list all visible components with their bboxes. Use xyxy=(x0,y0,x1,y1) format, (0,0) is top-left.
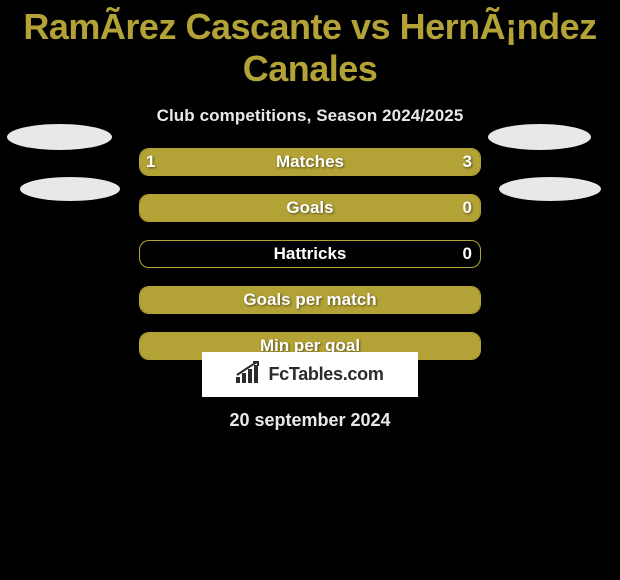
stat-row-matches: 1 3 Matches xyxy=(0,148,620,194)
stat-label: Hattricks xyxy=(140,244,480,264)
stat-value-right: 0 xyxy=(463,244,472,264)
stat-value-right: 3 xyxy=(463,152,472,172)
stat-row-goals: 0 Goals xyxy=(0,194,620,240)
bar-track: 0 Goals xyxy=(139,194,481,222)
bar-track: Goals per match xyxy=(139,286,481,314)
comparison-bars: 1 3 Matches 0 Goals 0 Hattricks Goals pe… xyxy=(0,148,620,378)
accent-ellipse-left-1 xyxy=(7,124,112,150)
stat-value-right: 0 xyxy=(463,198,472,218)
bar-fill-left xyxy=(140,195,480,221)
bar-track: 1 3 Matches xyxy=(139,148,481,176)
stat-row-hattricks: 0 Hattricks xyxy=(0,240,620,286)
snapshot-date: 20 september 2024 xyxy=(0,410,620,431)
comparison-subtitle: Club competitions, Season 2024/2025 xyxy=(0,106,620,126)
chart-growth-icon xyxy=(236,361,262,388)
fctables-logo: FcTables.com xyxy=(202,352,418,397)
accent-ellipse-right-1 xyxy=(488,124,591,150)
logo-text: FcTables.com xyxy=(268,364,383,385)
bar-fill-left xyxy=(140,287,480,313)
stat-row-goals-per-match: Goals per match xyxy=(0,286,620,332)
bar-track: 0 Hattricks xyxy=(139,240,481,268)
comparison-title: RamÃ­rez Cascante vs HernÃ¡ndez Canales xyxy=(0,0,620,90)
stat-value-left: 1 xyxy=(146,152,155,172)
bar-fill-right xyxy=(181,149,480,175)
